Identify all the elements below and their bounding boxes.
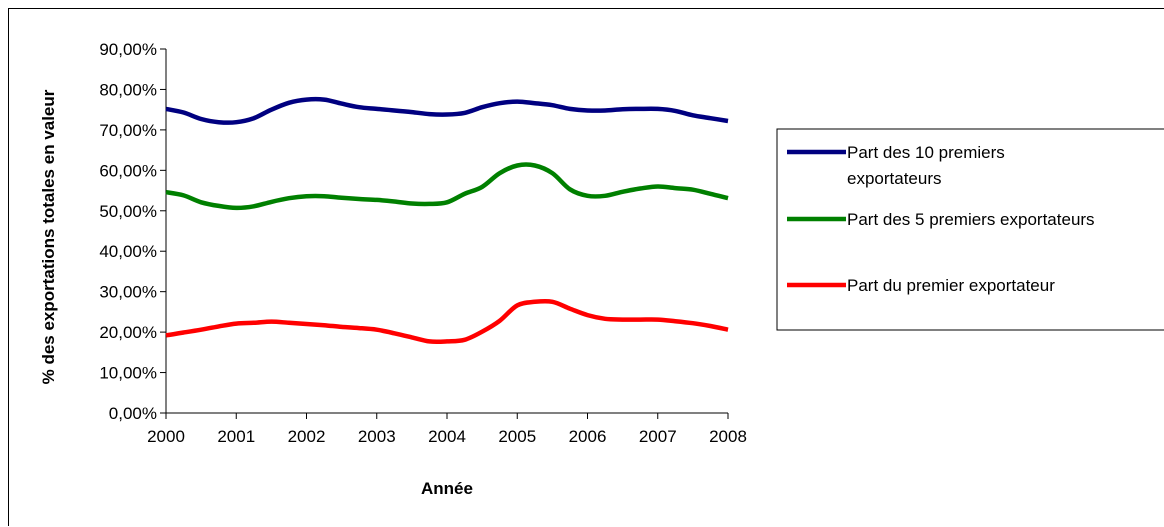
y-tick-label: 20,00% — [99, 323, 157, 342]
x-tick-label: 2006 — [569, 427, 607, 446]
chart-area: 0,00% 10,00% 20,00% 30,00% 40,00% 50,00% 60,00… — [8, 8, 1164, 526]
axes — [165, 49, 728, 414]
legend: Part des 10 premiers exportateurs Part des… — [776, 128, 1164, 331]
series-line-2 — [165, 162, 729, 211]
y-axis-title: % des exportations totales en valeur — [39, 89, 58, 384]
series-line-1 — [165, 96, 729, 125]
y-tick-label: 30,00% — [99, 283, 157, 302]
series-line-3 — [165, 298, 729, 345]
x-tick-label: 2001 — [217, 427, 255, 446]
y-ticks: 0,00% 10,00% 20,00% 30,00% 40,00% 50,00% 60,00… — [99, 40, 166, 423]
legend-items: Part des 10 premiers exportateurs Part des… — [787, 143, 1095, 295]
y-tick-label: 50,00% — [99, 202, 157, 221]
y-tick-label: 90,00% — [99, 40, 157, 59]
x-tick-label: 2000 — [147, 427, 185, 446]
legend-label: Part des 10 premiers exportateurs — [847, 143, 1005, 188]
x-ticks: 2000 2001 2002 2003 2004 2005 2006 2007 2008 — [147, 413, 747, 446]
x-tick-label: 2004 — [428, 427, 466, 446]
x-tick-label: 2003 — [358, 427, 396, 446]
y-tick-label: 80,00% — [99, 80, 157, 99]
line-chart: 0,00% 10,00% 20,00% 30,00% 40,00% 50,00% 60,00… — [39, 40, 1164, 498]
legend-label: Part du premier exportateur — [847, 276, 1055, 295]
x-tick-label: 2002 — [288, 427, 326, 446]
legend-label: Part des 5 premiers exportateurs — [847, 210, 1095, 229]
y-tick-label: 0,00% — [109, 404, 157, 423]
x-tick-label: 2008 — [709, 427, 747, 446]
x-tick-label: 2005 — [498, 427, 536, 446]
x-tick-label: 2007 — [639, 427, 677, 446]
legend-box — [776, 128, 1164, 331]
y-tick-label: 60,00% — [99, 161, 157, 180]
plot-lines — [165, 96, 729, 345]
y-tick-label: 40,00% — [99, 242, 157, 261]
y-tick-label: 10,00% — [99, 364, 157, 383]
x-axis-title: Année — [421, 479, 473, 498]
y-tick-label: 70,00% — [99, 121, 157, 140]
